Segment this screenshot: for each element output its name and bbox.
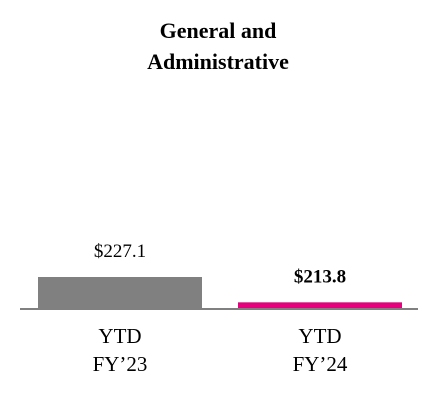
category-label-1-line-1: YTD [98,324,141,348]
category-label-1-line-2: FY’23 [93,352,148,376]
data-label-1: $227.1 [94,241,146,262]
bar-1 [38,277,202,309]
chart-title: General and Administrative [147,18,289,74]
value-labels-group: $227.1 $213.8 [94,241,346,287]
category-label-2-line-1: YTD [298,324,341,348]
bar-2 [238,302,402,309]
category-labels-group: YTD FY’23 YTD FY’24 [93,324,348,376]
chart-title-line-1: General and [160,18,277,43]
bars-group [38,277,402,309]
chart-title-line-2: Administrative [147,49,289,74]
category-label-2-line-2: FY’24 [293,352,348,376]
data-label-2: $213.8 [294,266,346,287]
